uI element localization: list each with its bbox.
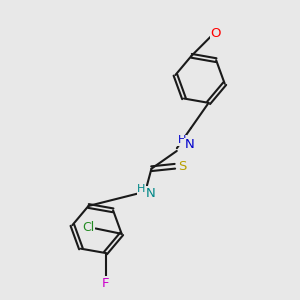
Text: N: N [146,187,155,200]
Text: S: S [178,160,186,173]
Text: F: F [102,277,109,290]
Text: N: N [184,138,194,151]
Text: Cl: Cl [82,221,94,234]
Text: O: O [211,27,221,40]
Text: H: H [137,184,146,194]
Text: H: H [178,135,186,145]
